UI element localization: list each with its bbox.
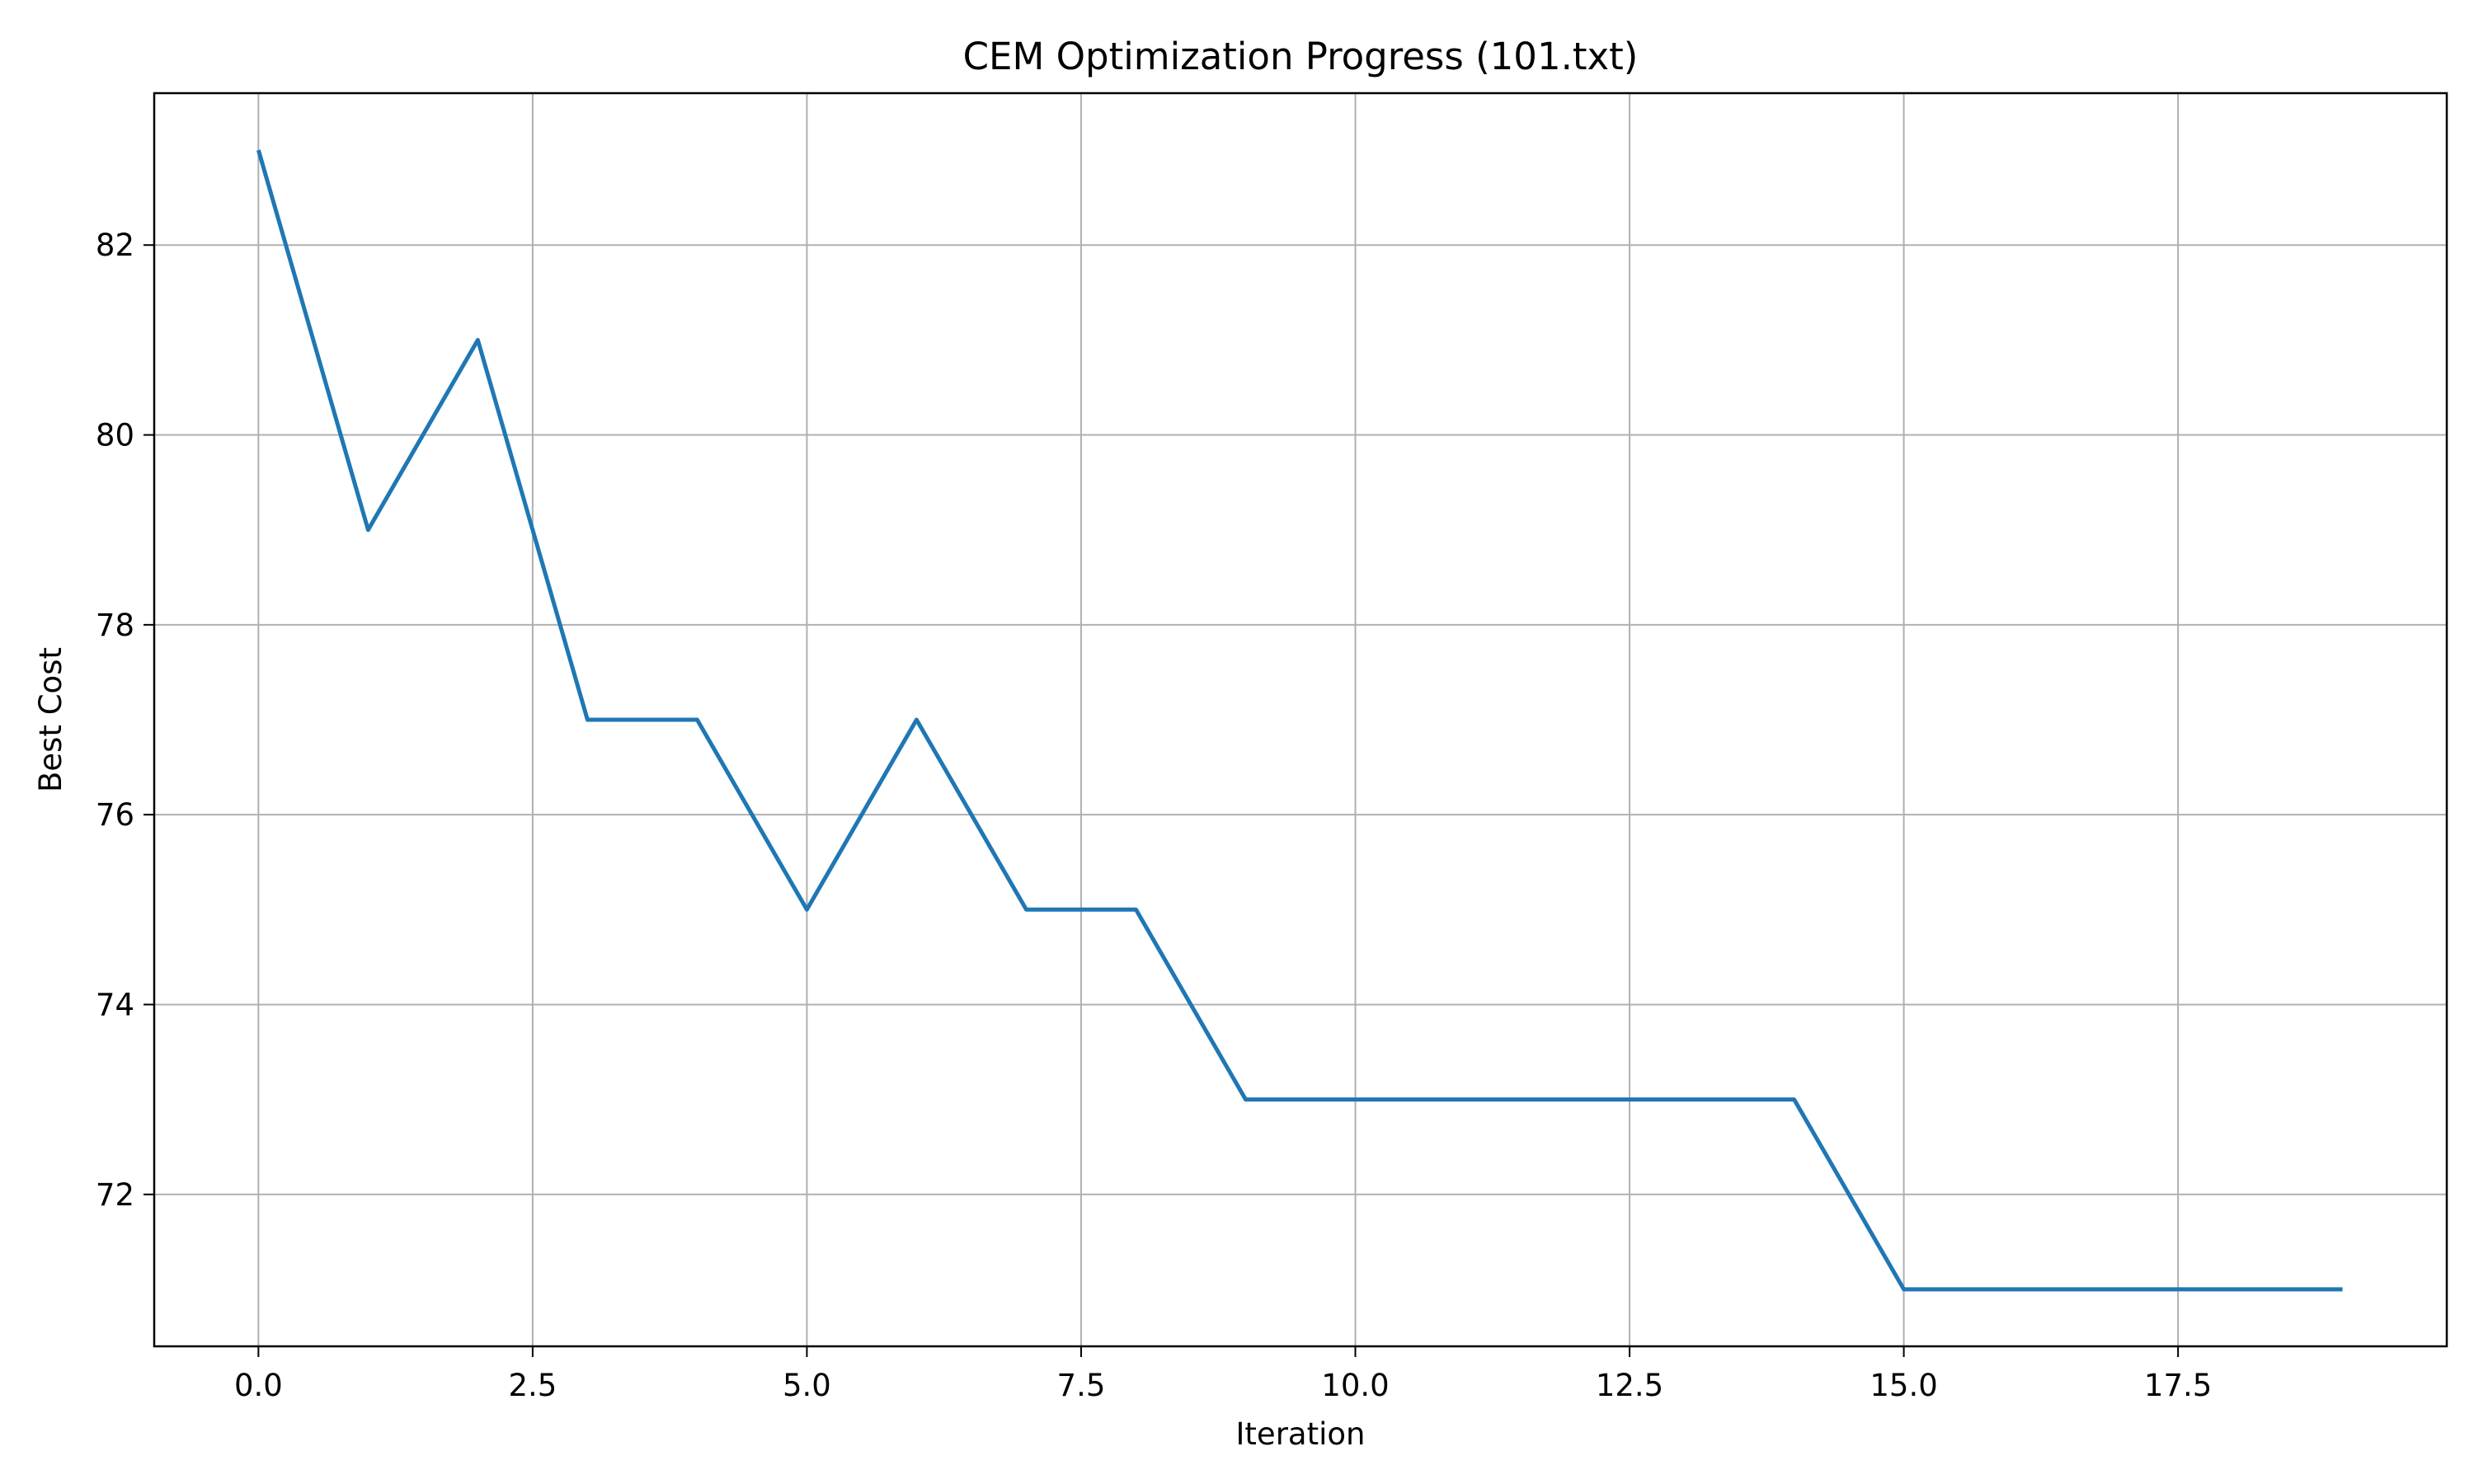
grid: [154, 93, 2447, 1346]
x-tick-label: 5.0: [783, 1368, 831, 1403]
y-tick-label: 76: [96, 797, 134, 833]
x-tick-label: 15.0: [1870, 1368, 1937, 1403]
series-line: [256, 149, 2343, 1292]
plot-frame: [153, 92, 2448, 1348]
x-tick-label: 7.5: [1057, 1368, 1106, 1403]
y-tick-label: 72: [96, 1177, 134, 1213]
chart-title: CEM Optimization Progress (101.txt): [963, 35, 1639, 78]
x-axis-ticks: 0.0 2.5 5.0 7.5 10.0 12.5 15.0 17.5: [234, 1346, 2212, 1403]
y-tick-label: 74: [96, 987, 134, 1022]
y-axis-label: Best Cost: [33, 647, 68, 792]
x-tick-label: 0.0: [234, 1368, 283, 1403]
x-tick-label: 2.5: [508, 1368, 557, 1403]
y-tick-label: 80: [96, 418, 134, 453]
x-tick-label: 12.5: [1596, 1368, 1663, 1403]
y-axis-ticks: 72 74 76 78 80 82: [96, 228, 154, 1213]
series-layer: [256, 149, 2343, 1292]
x-axis-label: Iteration: [1236, 1416, 1366, 1452]
x-tick-label: 17.5: [2144, 1368, 2212, 1403]
y-tick-label: 82: [96, 228, 134, 263]
x-tick-label: 10.0: [1321, 1368, 1389, 1403]
y-tick-label: 78: [96, 608, 134, 643]
